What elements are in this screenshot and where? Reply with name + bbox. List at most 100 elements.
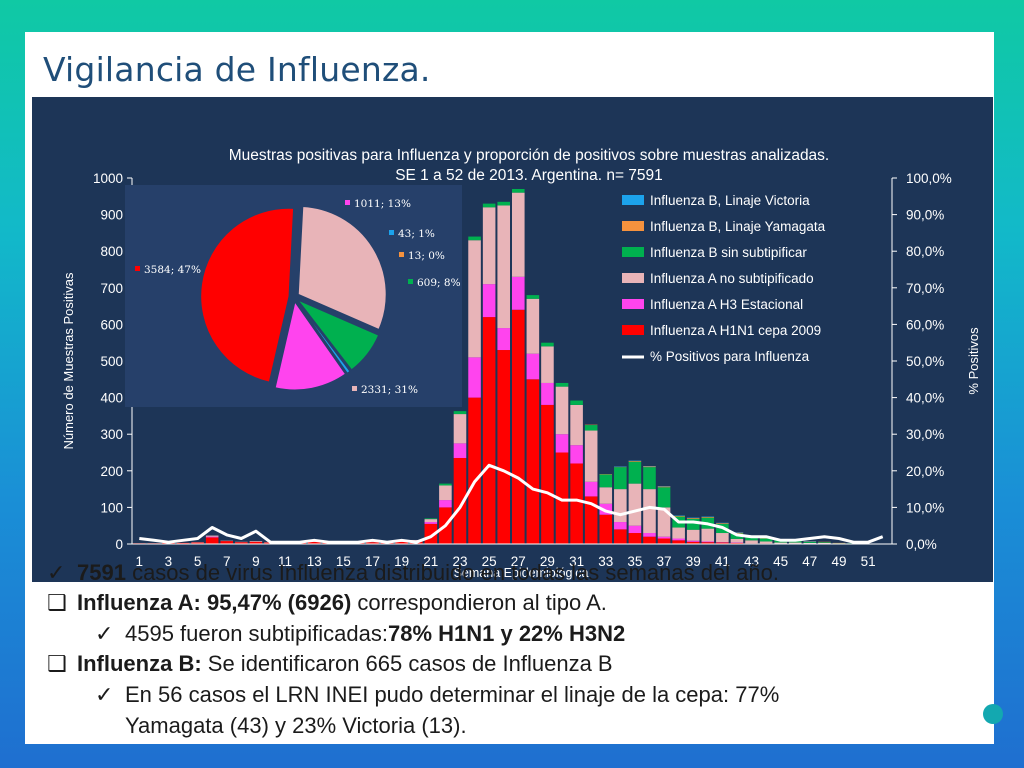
bar-segment — [643, 489, 656, 534]
bar-segment — [570, 445, 583, 464]
bar-segment — [512, 276, 525, 310]
bar-segment — [541, 342, 554, 347]
x-tick-label: 29 — [540, 554, 555, 569]
bar-segment — [468, 397, 481, 544]
bar-segment — [818, 542, 831, 544]
y-tick-label: 500 — [100, 354, 123, 369]
bar-segment — [191, 542, 204, 544]
pie-slice — [200, 207, 295, 383]
y2-tick-label: 100,0% — [906, 171, 952, 186]
x-tick-label: 41 — [715, 554, 730, 569]
bar-segment — [249, 541, 263, 544]
bar-segment — [643, 533, 656, 537]
bar-segment — [686, 541, 700, 544]
bar-segment — [497, 205, 510, 329]
bar-segment — [701, 541, 715, 543]
y-tick-label: 200 — [100, 464, 123, 479]
bar-segment — [512, 309, 525, 544]
bar-segment — [672, 538, 685, 541]
chart-title: Muestras positivas para Influenza y prop… — [229, 147, 830, 164]
bar-segment — [788, 542, 802, 544]
x-tick-label: 33 — [598, 554, 613, 569]
bar-segment — [555, 382, 569, 387]
bar-segment — [453, 457, 467, 544]
bar-segment — [497, 350, 510, 544]
decorative-dot — [983, 704, 1003, 724]
bar-segment — [716, 523, 729, 524]
y2-tick-label: 30,0% — [906, 427, 944, 442]
x-tick-label: 1 — [136, 554, 144, 569]
bar-segment — [526, 298, 540, 354]
bar-segment — [614, 529, 627, 544]
bullet-bold-text: Influenza B: — [77, 651, 202, 676]
bar-segment — [526, 379, 540, 544]
bullet-text: 4595 fueron subtipificadas: — [125, 621, 388, 646]
bullet-text: casos de virus Influenza distribuido en … — [125, 560, 780, 585]
x-tick-label: 23 — [452, 554, 467, 569]
x-tick-label: 49 — [831, 554, 846, 569]
y-tick-label: 1000 — [93, 171, 123, 186]
y-tick-label: 600 — [100, 317, 123, 332]
bar-segment — [526, 295, 540, 299]
bar-segment — [759, 538, 773, 542]
bar-segment — [657, 536, 671, 539]
bullet-bold-text: Influenza A: 95,47% (6926) — [77, 590, 352, 615]
bar-segment — [686, 540, 700, 542]
pie-label: 1011; 13% — [354, 198, 411, 210]
x-tick-label: 43 — [744, 554, 759, 569]
square-bullet-icon: ❑ — [47, 591, 67, 616]
x-tick-label: 31 — [569, 554, 584, 569]
bar-segment — [249, 541, 263, 542]
bar-segment — [482, 207, 496, 285]
pie-label: 43; 1% — [398, 228, 435, 240]
bar-segment — [468, 240, 481, 358]
x-tick-label: 45 — [773, 554, 788, 569]
bar-segment — [584, 430, 598, 482]
legend-swatch — [622, 221, 644, 231]
checkmark-icon: ✓ — [47, 561, 66, 586]
legend-swatch — [622, 195, 644, 205]
bar-segment — [716, 542, 729, 544]
y-axis-title: Número de Muestras Positivas — [61, 272, 76, 450]
legend-swatch — [622, 299, 644, 309]
bullet-bold-text: 78% H1N1 y 22% H3N2 — [387, 621, 626, 646]
bullet-item: ❑ Influenza A: 95,47% (6926) correspondie… — [47, 590, 607, 616]
bar-segment — [526, 353, 540, 380]
legend-label: Influenza A H1N1 cepa 2009 — [650, 323, 821, 338]
y2-tick-label: 60,0% — [906, 317, 944, 332]
y-tick-label: 900 — [100, 208, 123, 223]
chart-panel: Muestras positivas para Influenza y prop… — [32, 97, 993, 582]
bar-segment — [307, 541, 321, 544]
bar-segment — [599, 487, 613, 504]
bullet-text: Yamagata (43) y 23% Victoria (13). — [125, 713, 467, 738]
legend-label: % Positivos para Influenza — [650, 349, 810, 364]
bar-segment — [439, 483, 452, 486]
bar-segment — [555, 452, 569, 544]
y-tick-label: 700 — [100, 281, 123, 296]
bar-segment — [614, 467, 627, 490]
x-tick-label: 27 — [511, 554, 526, 569]
x-tick-label: 39 — [686, 554, 701, 569]
y-tick-label: 400 — [100, 391, 123, 406]
bar-segment — [497, 328, 510, 351]
bar-segment — [176, 542, 190, 544]
chart-subtitle: SE 1 a 52 de 2013. Argentina. n= 7591 — [395, 167, 663, 184]
y2-tick-label: 50,0% — [906, 354, 944, 369]
x-tick-label: 51 — [861, 554, 876, 569]
pie-label-marker — [135, 266, 140, 271]
bar-segment — [555, 386, 569, 435]
legend-label: Influenza B, Linaje Victoria — [650, 193, 810, 208]
bar-segment — [614, 522, 627, 530]
x-tick-label: 21 — [423, 554, 438, 569]
y2-tick-label: 80,0% — [906, 244, 944, 259]
bar-segment — [205, 535, 219, 537]
y2-tick-label: 90,0% — [906, 208, 944, 223]
bar-segment — [788, 541, 802, 543]
x-tick-label: 3 — [165, 554, 173, 569]
bar-segment — [555, 434, 569, 453]
bar-segment — [686, 518, 700, 530]
bar-segment — [628, 460, 642, 462]
bar-segment — [716, 533, 729, 543]
bar-segment — [701, 542, 715, 544]
bar-segment — [453, 443, 467, 458]
